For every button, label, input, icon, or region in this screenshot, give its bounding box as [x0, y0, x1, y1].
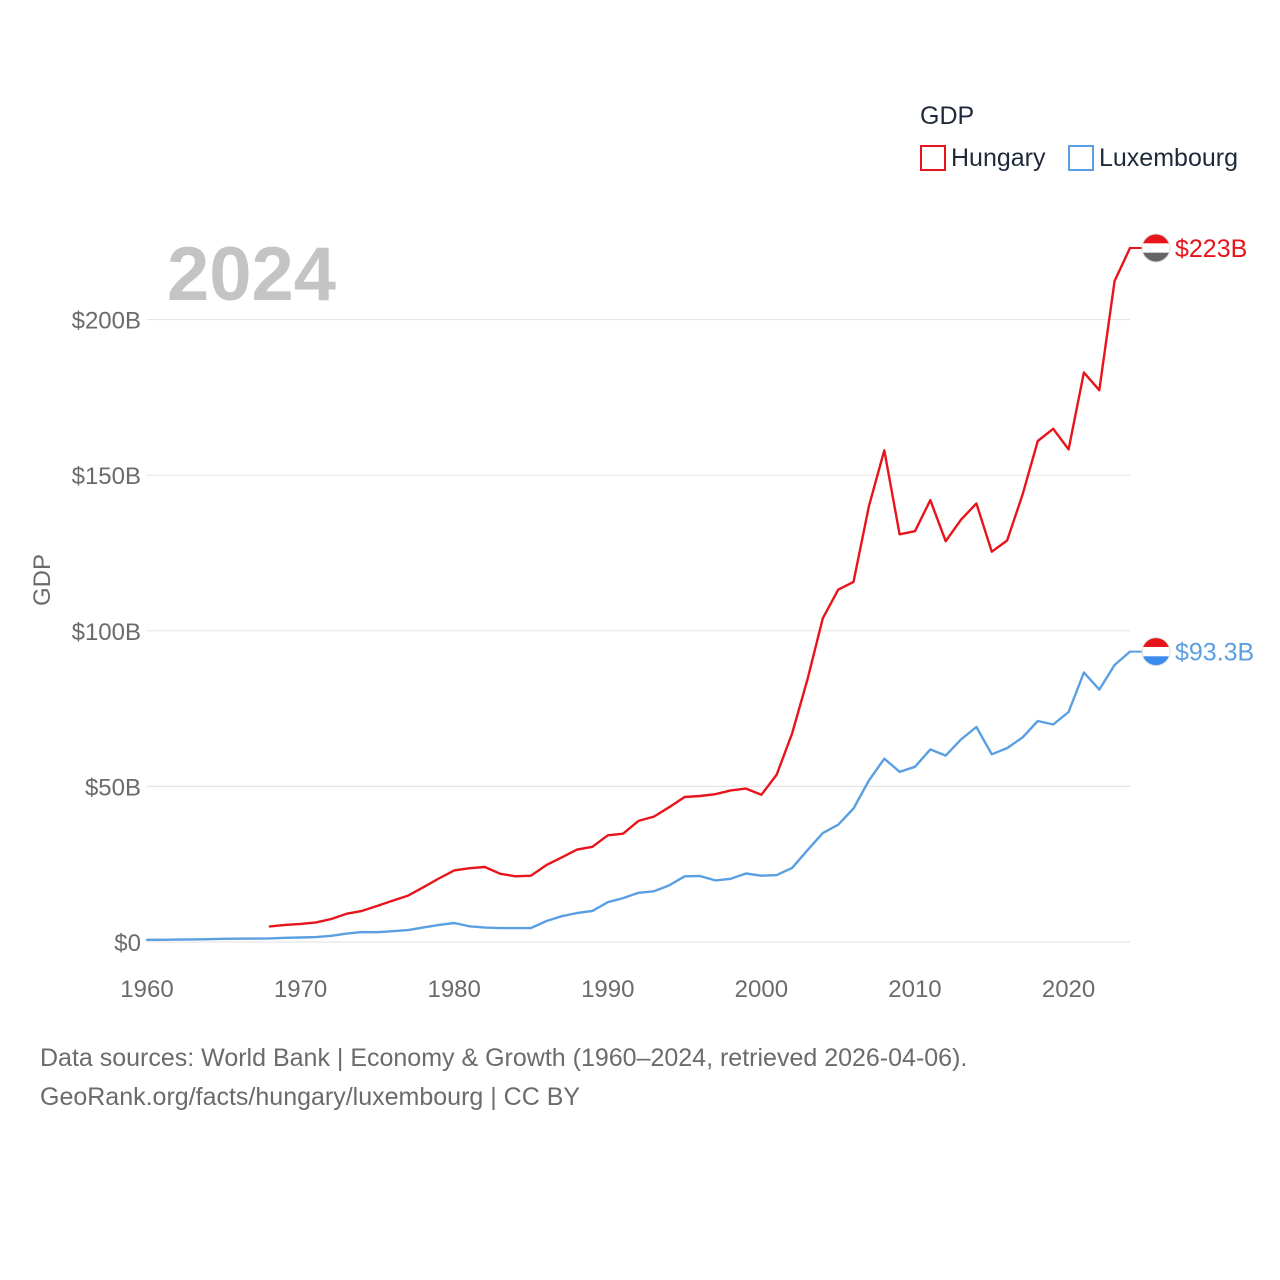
y-tick-label: $200B	[72, 308, 141, 335]
end-label-hungary: $223B	[1175, 235, 1247, 263]
legend-swatch-hungary	[920, 145, 946, 171]
legend-label-hungary: Hungary	[951, 144, 1046, 172]
y-tick-label: $50B	[85, 774, 141, 801]
x-tick-label: 1970	[274, 976, 327, 1003]
source-line-1: Data sources: World Bank | Economy & Gro…	[40, 1044, 968, 1072]
legend-item-luxembourg[interactable]: Luxembourg	[1068, 144, 1238, 172]
series-lines	[145, 246, 1132, 941]
y-tick-label: $100B	[72, 619, 141, 646]
grid-lines	[147, 318, 1130, 943]
legend-title: GDP	[920, 102, 974, 130]
legend: GDP Hungary Luxembourg	[920, 102, 1238, 172]
y-axis-ticks: $0 $50B $100B $150B $200B	[72, 308, 141, 957]
x-tick-label: 2010	[888, 976, 941, 1003]
y-tick-label: $0	[114, 930, 141, 957]
x-tick-label: 1990	[581, 976, 634, 1003]
legend-item-hungary[interactable]: Hungary	[920, 144, 1046, 172]
y-tick-label: $150B	[72, 463, 141, 490]
legend-label-luxembourg: Luxembourg	[1099, 144, 1238, 172]
x-tick-label: 1960	[120, 976, 173, 1003]
flag-luxembourg-icon	[1141, 637, 1171, 667]
end-labels: $223B $93.3B	[1130, 233, 1254, 667]
year-label: 2024	[167, 232, 336, 317]
series-line-luxembourg[interactable]	[145, 650, 1132, 941]
x-tick-label: 2000	[735, 976, 788, 1003]
y-axis-title: GDP	[29, 554, 56, 606]
flag-hungary-icon	[1141, 233, 1171, 263]
x-axis-ticks: 1960 1970 1980 1990 2000 2010 2020	[120, 976, 1095, 1003]
series-line-hungary[interactable]	[268, 246, 1132, 928]
legend-swatch-luxembourg	[1068, 145, 1094, 171]
end-label-luxembourg: $93.3B	[1175, 639, 1254, 667]
source-line-2: GeoRank.org/facts/hungary/luxembourg | C…	[40, 1083, 581, 1111]
x-tick-label: 1980	[427, 976, 480, 1003]
x-tick-label: 2020	[1042, 976, 1095, 1003]
